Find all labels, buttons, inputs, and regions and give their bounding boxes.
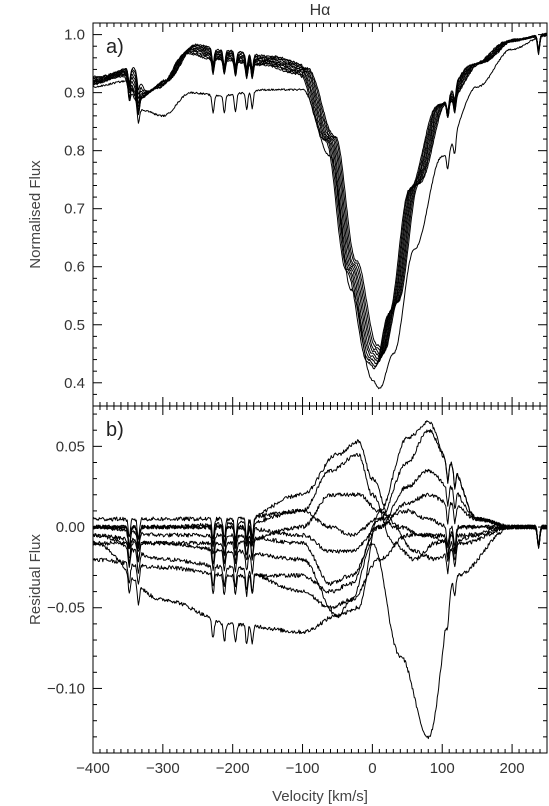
panel-a-y-tick-label: 0.9 <box>64 85 85 102</box>
panel-a-y-tick-label: 0.4 <box>64 375 85 392</box>
panel-b: −400 −300 −200 −100 0 100 200 −0.10 −0.05 0.00 0.0… <box>27 405 548 777</box>
panel-b-series-line <box>92 420 548 618</box>
panel-b-series-line <box>92 439 548 575</box>
panel-b-series-line <box>92 468 548 586</box>
panel-b-x-tick-label: −300 <box>146 760 180 777</box>
panel-b-series-line <box>92 508 548 548</box>
panel-b-x-tick-label: −200 <box>216 760 250 777</box>
panel-b-series-line <box>92 524 548 740</box>
panel-a: 0.4 0.5 0.6 0.7 0.8 0.9 1.0 Normalised Flux a) <box>27 22 548 407</box>
panel-a-y-tick-label: 0.5 <box>64 317 85 334</box>
panel-b-y-axis-label: Residual Flux <box>27 534 44 625</box>
panel-b-y-tick-label: −0.10 <box>47 680 85 697</box>
panel-a-y-axis-label: Normalised Flux <box>27 160 44 269</box>
panel-b-series-line <box>92 452 548 562</box>
panel-b-series-line <box>92 492 548 565</box>
panel-b-y-tick-label: −0.05 <box>47 600 85 617</box>
panel-a-y-tick-label: 0.6 <box>64 259 85 276</box>
panel-b-series-line <box>92 492 548 554</box>
panel-b-y-tick-label: 0.05 <box>56 438 85 455</box>
panel-b-y-tick-label: 0.00 <box>56 519 85 536</box>
panel-a-y-tick-label: 0.7 <box>64 201 85 218</box>
panel-b-x-tick-label: 200 <box>500 760 525 777</box>
panel-b-x-tick-label: −400 <box>76 760 110 777</box>
panel-a-plot-frame <box>92 22 548 407</box>
x-axis-label: Velocity [km/s] <box>272 788 368 805</box>
panel-a-series-line <box>92 32 548 352</box>
panel-a-panel-label: a) <box>106 36 124 58</box>
panel-b-x-tick-label: 0 <box>368 760 376 777</box>
panel-b-panel-label: b) <box>106 419 124 441</box>
panel-b-series-line <box>92 429 548 598</box>
panel-b-x-tick-label: −100 <box>286 760 320 777</box>
panel-a-y-tick-label: 1.0 <box>64 27 85 44</box>
panel-a-series-line <box>92 33 548 390</box>
chart-title: Hα <box>310 2 331 19</box>
panel-b-plot-frame <box>92 405 548 754</box>
panel-a-y-tick-label: 0.8 <box>64 143 85 160</box>
panel-b-x-tick-label: 100 <box>430 760 455 777</box>
panel-b-series-line <box>92 524 548 611</box>
